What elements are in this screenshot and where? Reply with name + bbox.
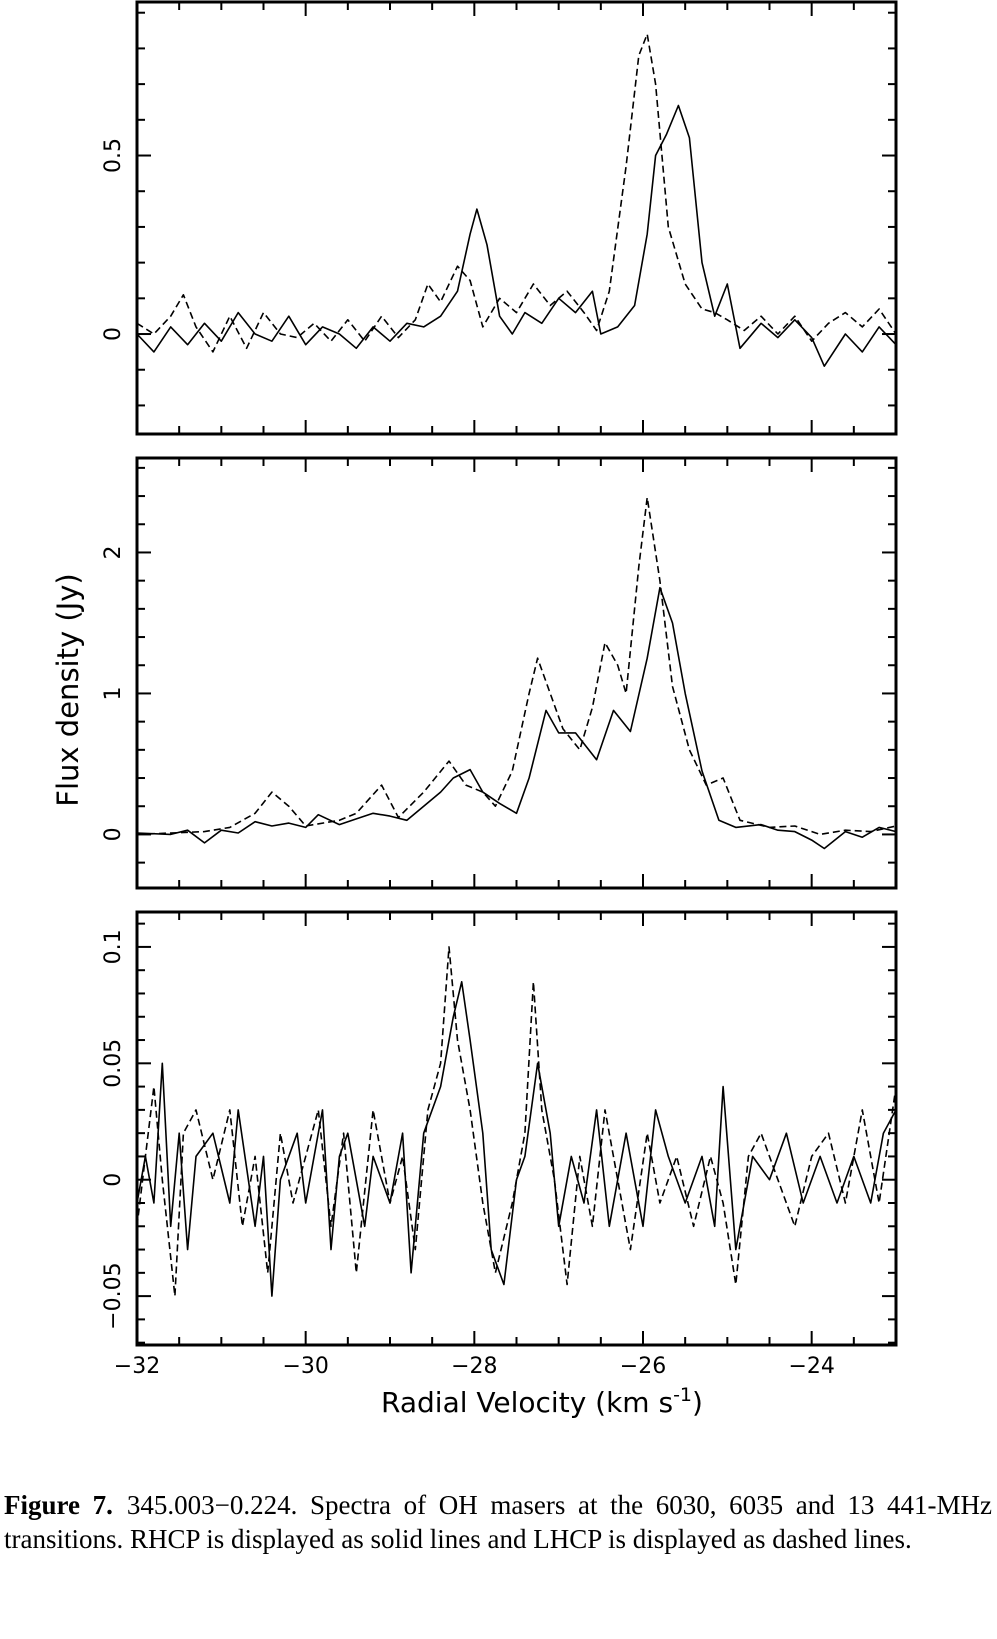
panel-bottom-13441mhz: −0.05 0 0.05 0.1 −32 −30 −28 −26 −24 [101,910,898,1379]
y-tick-label: 0 [101,827,126,841]
x-tick-label: −24 [788,1354,834,1379]
y-tick-label: 1 [101,686,126,700]
rhcp-solid-line [136,586,897,850]
plot-frame [135,0,898,436]
caption-text: 345.003−0.224. Spectra of OH masers at t… [4,1490,992,1554]
lhcp-dashed-line [136,33,897,353]
y-tick-label: 0.1 [101,929,126,964]
plot-frame [135,456,898,890]
x-tick-label: −32 [114,1354,160,1379]
y-tick-label: 0.5 [101,138,126,173]
panel-top-6030mhz: 00.5 [101,0,898,436]
x-tick-label: −26 [620,1354,666,1379]
y-tick-label: 0 [101,1173,126,1187]
rhcp-solid-line [136,104,897,367]
x-axis-label: Radial Velocity (km s-1) [381,1384,703,1419]
y-tick-label: 2 [101,545,126,559]
figure-caption: Figure 7. 345.003−0.224. Spectra of OH ma… [4,1488,992,1556]
x-axis-label-close: ) [692,1386,703,1419]
lhcp-dashed-line [136,496,897,836]
y-tick-label: −0.05 [101,1262,126,1329]
x-tick-label: −30 [282,1354,328,1379]
y-axis-label: Flux density (Jy) [51,573,85,806]
panel-middle-6035mhz: 0 1 2 [101,456,898,890]
caption-label: Figure 7. [4,1490,113,1520]
y-tick-label: 0.05 [101,1039,126,1088]
x-tick-label: −28 [451,1354,497,1379]
y-tick-label: 0 [101,327,126,341]
lhcp-dashed-line [136,946,897,1297]
x-axis-label-main: Radial Velocity (km s [381,1386,673,1419]
plot-frame [135,910,898,1347]
x-axis-label-exponent: -1 [673,1384,692,1406]
rhcp-solid-line [136,981,897,1297]
